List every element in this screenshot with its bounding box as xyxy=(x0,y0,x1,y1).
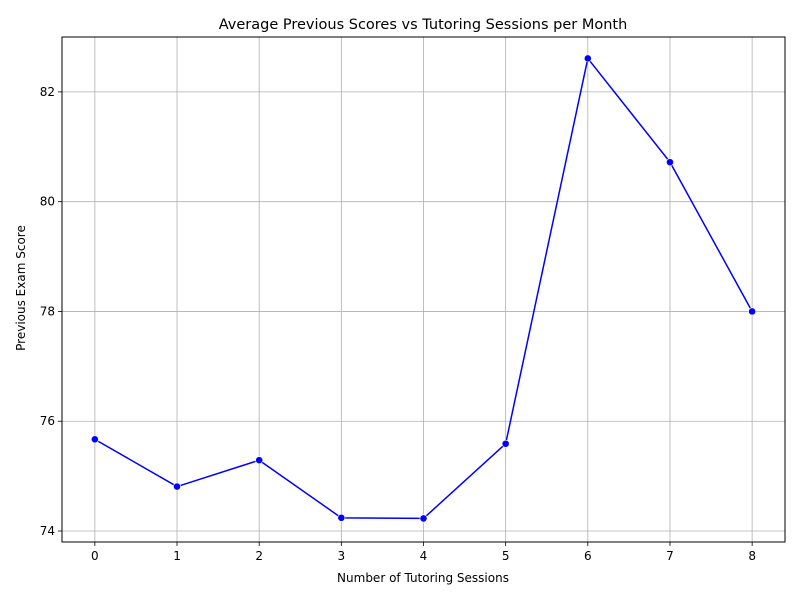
data-point xyxy=(255,456,264,465)
y-axis-title: Previous Exam Score xyxy=(14,225,28,351)
data-point xyxy=(90,435,99,444)
y-tick-label: 74 xyxy=(40,524,55,538)
x-tick-label: 6 xyxy=(584,549,592,563)
x-tick-label: 8 xyxy=(748,549,756,563)
data-point xyxy=(419,514,428,523)
y-tick-label: 78 xyxy=(40,304,55,318)
y-tick-label: 82 xyxy=(40,85,55,99)
data-point xyxy=(666,158,674,167)
series-layer xyxy=(90,54,757,523)
x-tick-label: 2 xyxy=(255,549,263,563)
data-point xyxy=(337,513,346,522)
y-tick-label: 80 xyxy=(40,195,55,209)
x-axis-title: Number of Tutoring Sessions xyxy=(337,571,509,585)
data-point xyxy=(748,307,757,316)
x-tick-label: 3 xyxy=(338,549,346,563)
x-tick-label: 5 xyxy=(502,549,510,563)
data-point xyxy=(501,439,510,448)
data-point xyxy=(173,482,181,491)
x-tick-label: 1 xyxy=(173,549,181,563)
y-tick-label: 76 xyxy=(40,414,55,428)
chart-title: Average Previous Scores vs Tutoring Sess… xyxy=(219,17,628,33)
grid-lines xyxy=(62,37,785,542)
x-tick-label: 0 xyxy=(91,549,99,563)
x-tick-label: 4 xyxy=(420,549,428,563)
data-point xyxy=(583,54,592,63)
x-tick-label: 7 xyxy=(666,549,674,563)
